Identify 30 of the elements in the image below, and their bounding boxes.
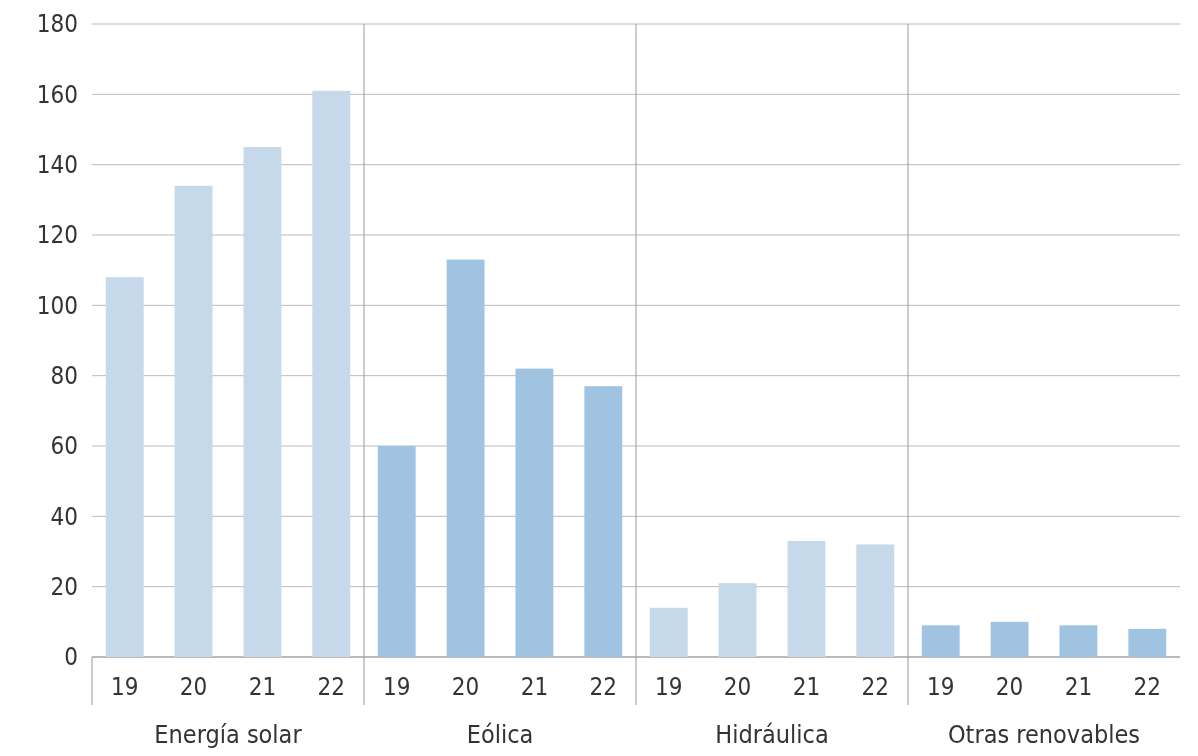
series-label: 19 [110, 673, 139, 701]
y-tick-label: 40 [50, 502, 78, 531]
x-tick-label: Eólica [466, 720, 534, 749]
y-tick-label: 160 [36, 80, 78, 109]
y-tick-label: 140 [36, 151, 78, 180]
series-label: 20 [179, 673, 208, 701]
y-tick-label: 80 [50, 362, 78, 391]
text: 22 [1133, 673, 1162, 701]
y-tick-label: 100 [36, 291, 78, 320]
text: 19 [382, 673, 411, 701]
y-tick-label: 20 [50, 573, 78, 602]
y-tick-label: 0 [64, 643, 78, 672]
text: 21 [520, 673, 549, 701]
x-tick-label: Energía solar [154, 720, 303, 749]
text: 21 [1064, 673, 1093, 701]
series-label: 21 [248, 673, 277, 701]
text: 22 [589, 673, 618, 701]
text: 20 [723, 673, 752, 701]
text: 20 [451, 673, 480, 701]
x-tick-label: Hidráulica [715, 720, 829, 749]
y-tick-label: 180 [36, 10, 78, 39]
series-label: 22 [317, 673, 346, 701]
y-tick-label: 60 [50, 432, 78, 461]
text: 19 [926, 673, 955, 701]
text: 21 [792, 673, 821, 701]
text: 22 [861, 673, 890, 701]
text: 20 [995, 673, 1024, 701]
text: 19 [654, 673, 683, 701]
x-tick-label: Otras renovables [947, 720, 1141, 749]
y-tick-label: 120 [36, 221, 78, 250]
